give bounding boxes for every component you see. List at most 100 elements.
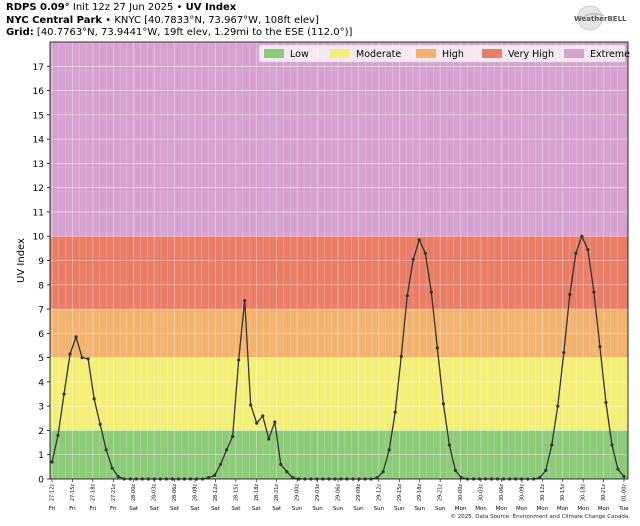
x-tick-label-time: 29-18z xyxy=(417,484,423,502)
init-time: Init 12z 27 Jun 2025 xyxy=(72,2,174,13)
x-tick-label-time: 28-21z xyxy=(274,484,280,502)
uv-data-point xyxy=(212,473,217,477)
x-tick-label-time: 29-06z xyxy=(336,484,342,502)
uv-data-point xyxy=(309,477,313,481)
uv-data-point xyxy=(526,477,530,481)
uv-data-point xyxy=(441,402,445,406)
y-tick-label: 2 xyxy=(38,427,44,437)
x-tick-label-time: 30-06z xyxy=(499,484,505,502)
uv-data-point xyxy=(411,257,415,261)
uv-data-point xyxy=(122,477,126,481)
uv-data-point xyxy=(218,462,223,467)
x-tick-label-day: Fri xyxy=(110,506,117,512)
weatherbell-logo: WeatherBELL xyxy=(574,5,627,31)
uv-data-point xyxy=(562,351,566,355)
x-tick-label-time: 28-09z xyxy=(193,484,199,502)
uv-data-point xyxy=(375,476,379,480)
uv-data-point xyxy=(423,251,427,255)
uv-data-point xyxy=(483,477,488,481)
y-tick-label: 13 xyxy=(33,160,44,170)
header-line-3: Grid: [40.7763°N, 73.9441°W, 19ft elev, … xyxy=(6,27,352,40)
y-tick-label: 12 xyxy=(33,184,44,194)
uv-data-point xyxy=(610,443,614,447)
y-tick-label: 17 xyxy=(33,63,44,73)
legend-swatch-low xyxy=(264,49,284,58)
uv-data-point xyxy=(586,247,590,252)
uv-data-point xyxy=(357,477,361,481)
x-tick-label-time: 28-18z xyxy=(254,484,260,502)
uv-data-point xyxy=(399,354,403,358)
x-tick-label-time: 30-09z xyxy=(519,484,525,502)
uv-data-point xyxy=(152,477,156,481)
uv-data-point xyxy=(327,477,331,481)
uv-data-point xyxy=(447,443,451,447)
y-tick-label: 10 xyxy=(33,233,45,243)
uv-band-moderate xyxy=(50,357,628,431)
uv-data-point xyxy=(104,448,108,452)
x-tick-label-day: Mon xyxy=(557,506,569,512)
uv-data-point xyxy=(273,420,277,424)
legend-swatch-extreme xyxy=(564,49,584,58)
x-tick-label-day: Mon xyxy=(496,506,508,512)
x-tick-label-time: 27-21z xyxy=(111,484,117,502)
uv-data-point xyxy=(453,468,458,473)
x-tick-label-time: 30-12z xyxy=(540,484,546,502)
x-tick-label-day: Sun xyxy=(394,506,405,512)
x-tick-label-day: Sun xyxy=(333,506,344,512)
x-tick-label-day: Sat xyxy=(272,506,282,512)
uv-data-point xyxy=(489,477,494,481)
uv-data-point xyxy=(134,477,138,481)
uv-data-point xyxy=(164,477,168,481)
y-tick-label: 3 xyxy=(38,403,44,413)
uv-data-point xyxy=(495,477,500,481)
x-tick-label-time: 29-12z xyxy=(376,484,382,502)
y-tick-label: 6 xyxy=(38,330,44,340)
uv-data-point xyxy=(321,477,325,481)
x-tick-label-day: Sat xyxy=(252,506,262,512)
x-tick-label-day: Sat xyxy=(150,506,160,512)
y-tick-label: 9 xyxy=(38,257,44,267)
x-tick-label-time: 28-03z xyxy=(152,484,158,502)
data-credit: © 2025. Data Source: Environment and Cli… xyxy=(450,514,630,520)
x-tick-label-day: Mon xyxy=(455,506,467,512)
x-tick-label-day: Sat xyxy=(170,506,180,512)
x-tick-label-day: Fri xyxy=(69,506,76,512)
y-tick-label: 8 xyxy=(38,281,44,291)
legend-swatch-moderate xyxy=(330,49,350,58)
uv-data-point xyxy=(538,476,542,480)
uv-data-point xyxy=(514,477,518,481)
x-tick-label-time: 30-00z xyxy=(458,484,464,502)
legend-swatch-high xyxy=(416,49,436,58)
uv-data-point xyxy=(550,443,554,447)
uv-data-point xyxy=(471,477,476,481)
header-line-2: NYC Central Park • KNYC [40.7833°N, 73.9… xyxy=(6,15,352,28)
legend-label: Very High xyxy=(508,49,554,60)
chart-header: RDPS 0.09° Init 12z 27 Jun 2025 • UV Ind… xyxy=(6,2,352,40)
x-tick-label-time: 28-12z xyxy=(213,484,219,502)
y-tick-label: 11 xyxy=(33,208,44,218)
uv-data-point xyxy=(110,466,114,470)
product-name: UV Index xyxy=(185,2,237,13)
uv-data-point xyxy=(194,477,199,481)
uv-data-point xyxy=(381,470,385,474)
uv-data-point xyxy=(74,335,78,339)
legend-swatch-very-high xyxy=(482,49,502,58)
x-tick-label-time: 27-18z xyxy=(90,484,96,502)
uv-data-point xyxy=(86,357,90,361)
uv-data-point xyxy=(176,477,181,481)
uv-data-point xyxy=(393,410,397,414)
x-tick-label-time: 28-06z xyxy=(172,484,178,502)
separator: • xyxy=(176,2,183,13)
uv-data-point xyxy=(580,234,584,238)
uv-data-point xyxy=(544,468,548,473)
uv-data-point xyxy=(255,421,259,425)
x-tick-label-day: Sat xyxy=(190,506,200,512)
x-tick-label-time: 30-18z xyxy=(581,484,587,502)
x-tick-label-day: Sun xyxy=(414,506,425,512)
uv-data-point xyxy=(339,477,343,481)
uv-data-point xyxy=(532,477,536,481)
x-tick-label-day: Mon xyxy=(536,506,548,512)
uv-data-point xyxy=(146,477,150,481)
y-tick-label: 0 xyxy=(38,476,44,486)
